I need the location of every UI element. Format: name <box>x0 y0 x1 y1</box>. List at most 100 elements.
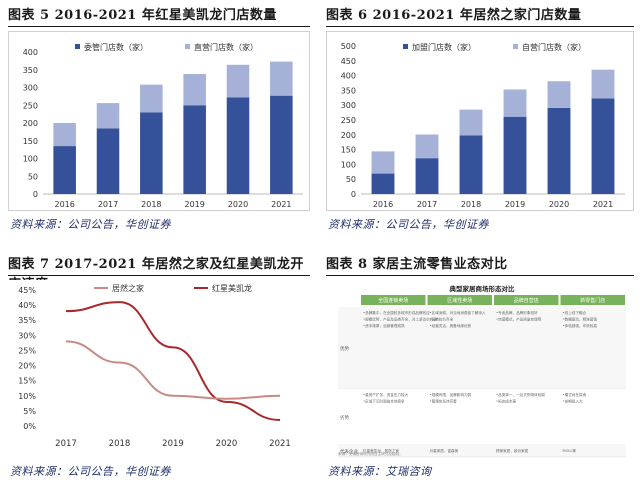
bar-加盟门店数（家）-2018 <box>459 135 483 194</box>
line-series-1 <box>65 340 281 400</box>
bar-加盟门店数（家）-2020 <box>547 107 571 194</box>
y-tick-label: 15% <box>18 377 36 386</box>
table-header-bg-2 <box>494 295 559 305</box>
y-tick-label: 350 <box>341 86 356 95</box>
table-header-bg-1 <box>427 295 492 305</box>
y-tick-label: 35% <box>18 316 36 325</box>
table-cell-2-1: 月星家居、富森美 <box>430 448 459 453</box>
chart7-svg: 0% 5% 10% 15% 20% 25% 30% 35% 40% 45% 2017 2018 2019… <box>18 283 291 449</box>
x-tick-label: 2017 <box>98 200 118 209</box>
bar-直营门店数（家）-2019 <box>183 74 206 106</box>
y-tick-label: 200 <box>341 131 356 140</box>
y-tick-label: 40% <box>18 301 36 310</box>
x-tick-label: 2021 <box>593 200 613 209</box>
chart7-frame: 0% 5% 10% 15% 20% 25% 30% 35% 40% 45% 2017 2018 2019… <box>8 280 308 460</box>
bar-委管门店数（家）-2018 <box>140 112 163 194</box>
legend-label-1: 居然之家 <box>112 283 144 293</box>
y-tick-label: 200 <box>23 119 38 128</box>
bar-直营门店数（家）-2020 <box>226 64 250 98</box>
bar-自营门店数（家）-2020 <box>547 81 571 108</box>
chart6-frame: 0 50 100 150 200 250 300 350 400 450 500 2016 2017 20… <box>326 31 634 211</box>
y-tick-label: 250 <box>23 101 38 110</box>
bar-加盟门店数（家）-2021 <box>591 98 615 194</box>
table-cell-1-3: •模式尚在探索•前期投入大 <box>563 392 587 404</box>
y-tick-label: 150 <box>23 137 38 146</box>
table-row-label-2: 代表企业 <box>340 448 358 455</box>
panel-chart5: 图表 5 2016-2021 年红星美凯龙门店数量 0 50 100 150 200 25… <box>8 6 310 236</box>
line-series-0 <box>65 301 281 421</box>
y-tick-label: 400 <box>341 72 356 81</box>
x-tick-label: 2021 <box>271 200 291 209</box>
y-tick-label: 100 <box>341 160 356 169</box>
y-tick-label: 0 <box>351 190 356 199</box>
chart7-title: 图表 7 2017-2021 年居然之家及红星美凯龙开店速度 <box>8 255 310 292</box>
table-header-bg-3 <box>560 295 625 305</box>
panel-chart7: 图表 7 2017-2021 年居然之家及红星美凯龙开店速度 0% 5% 10% 15… <box>8 255 310 483</box>
table-cell-2-0: 红星美凯龙、居然之家 <box>363 448 399 453</box>
chart6-svg: 0 50 100 150 200 250 300 350 400 450 500 2016 2017 20… <box>341 42 625 209</box>
table-cell-1-0: •重资产扩张，资金压力较大•区域下沉时面临本地竞争 <box>363 392 409 404</box>
y-tick-label: 10% <box>18 392 36 401</box>
chart6-title: 图表 6 2016-2021 年居然之家门店数量 <box>326 6 634 27</box>
bar-委管门店数（家）-2017 <box>96 128 120 194</box>
x-tick-label: 2019 <box>162 439 184 449</box>
bar-自营门店数（家）-2018 <box>459 109 483 136</box>
x-tick-label: 2016 <box>54 200 74 209</box>
y-tick-label: 250 <box>341 116 356 125</box>
y-tick-label: 450 <box>341 57 356 66</box>
y-tick-label: 50 <box>346 175 356 184</box>
table-row-bg-2 <box>338 445 626 457</box>
bar-直营门店数（家）-2016 <box>53 123 76 147</box>
bar-直营门店数（家）-2018 <box>140 84 163 113</box>
x-tick-label: 2017 <box>55 439 77 449</box>
table-cell-0-3: •线上线下融合•数据驱动，精准营销•体验感强，坪效较高 <box>563 310 598 328</box>
panel-table8: 图表 8 家居主流零售业态对比 典型家居商场形态对比 全国连锁卖场 区域性卖场 品牌自… <box>326 255 634 483</box>
legend-swatch-0 <box>403 44 408 49</box>
y-tick-label: 20% <box>18 362 36 371</box>
chart5-svg: 0 50 100 150 200 250 300 350 400 2016 2017 2018 2019… <box>23 42 303 209</box>
table-cell-2-2: 顾家家居、欧派家居 <box>496 448 529 453</box>
y-tick-label: 5% <box>23 407 36 416</box>
y-tick-label: 100 <box>23 155 38 164</box>
table-row-bg-1 <box>338 389 626 445</box>
table-header-2: 品牌自营店 <box>514 297 539 304</box>
bar-自营门店数（家）-2016 <box>371 151 395 174</box>
bar-自营门店数（家）-2019 <box>503 89 527 117</box>
bar-委管门店数（家）-2020 <box>226 97 250 194</box>
legend-label-1: 自营门店数（家） <box>522 42 586 52</box>
bar-加盟门店数（家）-2016 <box>371 173 395 194</box>
y-tick-label: 500 <box>341 42 356 51</box>
y-tick-label: 30% <box>18 331 36 340</box>
bar-委管门店数（家）-2021 <box>270 95 293 194</box>
x-tick-label: 2021 <box>269 439 291 449</box>
chart5-title: 图表 5 2016-2021 年红星美凯龙门店数量 <box>8 6 310 27</box>
bar-自营门店数（家）-2021 <box>591 69 615 99</box>
table-cell-0-0: •品牌集中，在全国较多城市形成品牌效应•规模优势，产品及品类齐全，对上游议价力强… <box>363 310 437 328</box>
x-tick-label: 2018 <box>141 200 161 209</box>
panel-chart6: 图表 6 2016-2021 年居然之家门店数量 0 50 100 150 200 250… <box>326 6 634 236</box>
chart6-source: 资料来源：公司公告，华创证券 <box>328 218 489 231</box>
x-tick-label: 2020 <box>228 200 248 209</box>
x-tick-label: 2017 <box>417 200 437 209</box>
chart7-source: 资料来源：公司公告，华创证券 <box>10 465 171 478</box>
x-tick-label: 2018 <box>461 200 481 209</box>
table-cell-0-1: •区域深耕，对当地消费者了解深入•品类较为齐全•经营灵活，具备地缘优势 <box>430 310 486 328</box>
x-tick-label: 2019 <box>505 200 525 209</box>
table-header-0: 全国连锁卖场 <box>378 297 408 304</box>
table-heading: 典型家居商场形态对比 <box>450 284 516 293</box>
table-header-3: 新零售门店 <box>580 297 605 304</box>
bar-加盟门店数（家）-2017 <box>415 158 439 194</box>
table-cell-0-2: •专卖品牌，品牌形象较好•自营模式，产品质量有保障 <box>496 310 542 322</box>
y-tick-label: 50 <box>28 172 38 181</box>
y-tick-label: 25% <box>18 346 36 355</box>
y-tick-label: 300 <box>23 84 38 93</box>
table-row-label-1: 劣势 <box>340 414 349 421</box>
legend-swatch-0 <box>75 44 80 49</box>
table-cell-1-2: •品类单一，一站式购物体验弱•拓店成本高 <box>496 392 545 404</box>
x-tick-label: 2020 <box>216 439 238 449</box>
y-tick-label: 300 <box>341 101 356 110</box>
table-cell-1-1: •规模有限，品牌影响力弱•管理体系待完善 <box>430 392 472 404</box>
legend-swatch-1 <box>513 44 518 49</box>
table-header-1: 区域性卖场 <box>447 297 472 304</box>
